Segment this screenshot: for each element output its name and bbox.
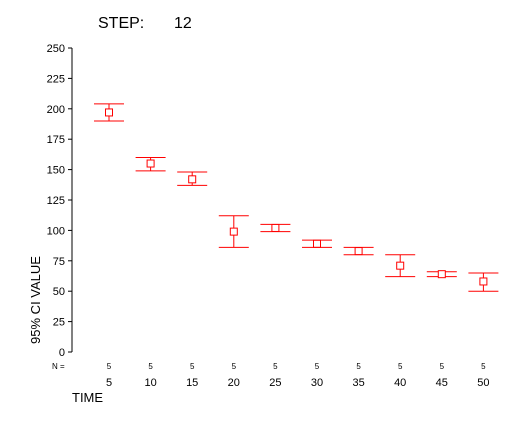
mean-marker	[271, 223, 280, 232]
y-axis-title: 95% CI VALUE	[28, 256, 43, 344]
x-tick-label: 20	[228, 377, 240, 389]
x-tick-label: 15	[186, 377, 198, 389]
n-count-label: 5	[190, 362, 195, 371]
y-tick-label: 200	[47, 104, 65, 116]
y-tick-label: 0	[59, 347, 65, 359]
x-tick-label: 25	[269, 377, 281, 389]
n-count-label: 5	[440, 362, 445, 371]
x-tick-label: 10	[144, 377, 156, 389]
n-count-label: 5	[481, 362, 486, 371]
y-tick-label: 225	[47, 73, 65, 85]
x-tick-label: 45	[436, 377, 448, 389]
y-tick-label: 75	[53, 256, 65, 268]
n-count-label: 5	[107, 362, 112, 371]
x-tick-label: 40	[394, 377, 406, 389]
x-tick-label: 5	[106, 377, 112, 389]
y-tick-label: 250	[47, 43, 65, 55]
x-axis-title: TIME	[72, 390, 103, 405]
mean-marker	[354, 247, 363, 256]
n-count-label: 5	[148, 362, 153, 371]
mean-marker	[146, 159, 155, 168]
step-label: STEP:	[98, 15, 144, 32]
n-count-label: 5	[315, 362, 320, 371]
n-count-label: 5	[273, 362, 278, 371]
mean-marker	[437, 270, 446, 279]
x-tick-label: 30	[311, 377, 323, 389]
plot-area: 0 25 50 75 100 125 150 175 200 225 250 N = 5 5 5 10 5 15 5…	[47, 43, 499, 389]
y-tick-label: 25	[53, 317, 65, 329]
n-prefix-label: N =	[52, 362, 65, 371]
y-tick-label: 125	[47, 195, 65, 207]
x-tick-label: 50	[477, 377, 489, 389]
y-tick-label: 150	[47, 165, 65, 177]
mean-marker	[479, 277, 488, 286]
mean-marker	[229, 227, 238, 236]
mean-marker	[396, 261, 405, 270]
n-count-label: 5	[356, 362, 361, 371]
y-tick-label: 100	[47, 225, 65, 237]
step-value: 12	[174, 15, 192, 32]
y-tick-label: 50	[53, 286, 65, 298]
y-tick-label: 175	[47, 134, 65, 146]
mean-marker	[188, 175, 197, 184]
mean-marker	[105, 108, 113, 117]
n-count-label: 5	[398, 362, 403, 371]
mean-marker	[313, 239, 321, 248]
x-tick-label: 35	[352, 377, 364, 389]
n-count-label: 5	[232, 362, 237, 371]
